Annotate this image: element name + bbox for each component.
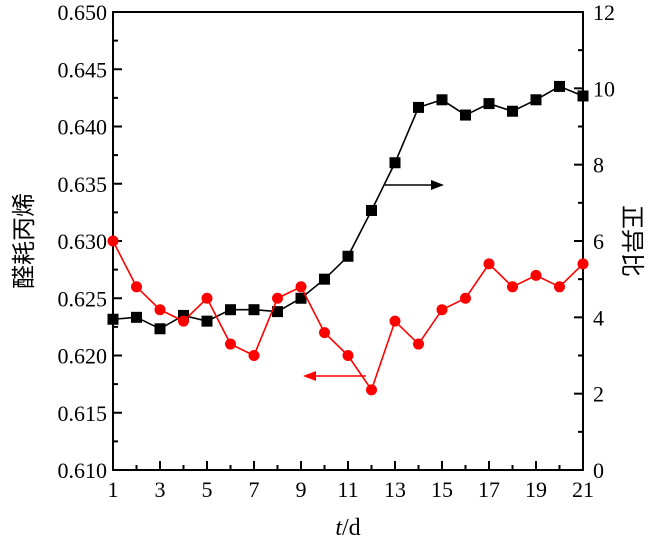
data-point-circle <box>319 327 330 339</box>
data-point-circle <box>554 281 565 293</box>
left-y-tick-label: 0.635 <box>58 172 108 197</box>
x-tick-label: 7 <box>249 477 260 502</box>
data-point-square <box>389 157 401 169</box>
x-tick-label: 1 <box>108 477 119 502</box>
data-point-circle <box>131 281 142 293</box>
data-point-square <box>413 101 424 113</box>
left-y-tick-label: 0.625 <box>58 286 108 311</box>
data-point-circle <box>436 304 448 316</box>
data-point-square <box>248 304 260 316</box>
arrow-right-head <box>431 180 444 190</box>
right-y-tick-label: 0 <box>593 458 604 483</box>
data-point-square <box>107 313 119 325</box>
x-tick-label: 9 <box>296 477 307 502</box>
plot-frame <box>112 11 584 471</box>
data-point-square <box>460 109 471 121</box>
data-point-circle <box>483 258 495 270</box>
right-y-tick-label: 4 <box>593 305 604 330</box>
x-tick-label: 19 <box>525 477 547 502</box>
data-point-square <box>225 304 236 316</box>
data-point-square <box>154 323 166 335</box>
x-tick-label: 13 <box>384 477 406 502</box>
data-point-circle <box>342 350 354 361</box>
data-point-circle <box>530 269 542 281</box>
x-tick-label: 5 <box>202 477 213 502</box>
x-axis-title-unit: /d <box>342 515 361 541</box>
data-point-square <box>319 273 330 285</box>
data-point-square <box>530 94 542 106</box>
arrow-left-head <box>303 371 316 381</box>
x-tick-label: 11 <box>337 477 358 502</box>
x-axis-title: t/d <box>335 515 360 541</box>
data-point-circle <box>225 338 236 350</box>
right-y-tick-label: 10 <box>593 76 615 101</box>
series-layer <box>107 80 589 396</box>
data-point-circle <box>201 292 213 304</box>
data-point-square <box>295 292 307 304</box>
data-point-square <box>178 309 189 321</box>
x-tick-label: 17 <box>478 477 500 502</box>
data-point-circle <box>107 235 119 247</box>
data-point-square <box>507 105 518 117</box>
data-point-circle <box>295 281 307 293</box>
right-y-tick-label: 2 <box>593 382 604 407</box>
series-line-ratio <box>112 85 584 330</box>
right-y-axis-title: 正异比 <box>618 205 646 277</box>
data-point-square <box>272 306 283 318</box>
right-y-tick-label: 6 <box>593 229 604 254</box>
x-tick-label: 15 <box>431 477 453 502</box>
data-point-circle <box>413 338 424 350</box>
data-point-square <box>436 94 448 106</box>
x-tick-label: 21 <box>572 477 594 502</box>
data-point-square <box>483 98 495 110</box>
data-point-square <box>131 311 142 323</box>
data-point-circle <box>577 258 589 270</box>
data-point-circle <box>460 292 471 304</box>
data-point-square <box>342 250 354 262</box>
data-point-circle <box>154 304 166 316</box>
data-point-square <box>577 90 589 102</box>
data-point-circle <box>389 315 401 327</box>
right-y-axis-ticks: 0 2 4 6 8 10 12 <box>574 0 615 483</box>
left-y-axis-ticks: 0.610 0.615 0.620 0.625 0.630 0.635 0.640 0.645… <box>58 0 122 483</box>
left-y-tick-label: 0.610 <box>58 458 108 483</box>
data-point-circle <box>178 315 189 327</box>
x-axis-ticks: 1 3 5 7 9 11 13 15 17 19 21 <box>108 461 594 502</box>
data-point-circle <box>366 384 377 396</box>
left-y-tick-label: 0.640 <box>58 115 108 140</box>
right-y-tick-label: 8 <box>593 153 604 178</box>
data-point-circle <box>272 292 283 304</box>
left-y-tick-label: 0.630 <box>58 229 108 254</box>
x-axis-title-variable: t <box>335 515 343 541</box>
left-y-tick-label: 0.645 <box>58 57 108 82</box>
data-point-square <box>554 80 565 92</box>
data-point-square <box>201 315 213 327</box>
data-point-circle <box>248 350 260 361</box>
left-y-tick-label: 0.620 <box>58 344 108 369</box>
annotation-layer <box>303 180 444 381</box>
left-y-tick-label: 0.615 <box>58 401 108 426</box>
data-point-circle <box>507 281 518 293</box>
x-tick-label: 3 <box>155 477 166 502</box>
left-y-axis-title: 醛耗丙烯 <box>10 193 38 289</box>
left-y-tick-label: 0.650 <box>58 0 108 25</box>
data-point-square <box>366 204 377 216</box>
right-y-tick-label: 12 <box>593 0 615 25</box>
